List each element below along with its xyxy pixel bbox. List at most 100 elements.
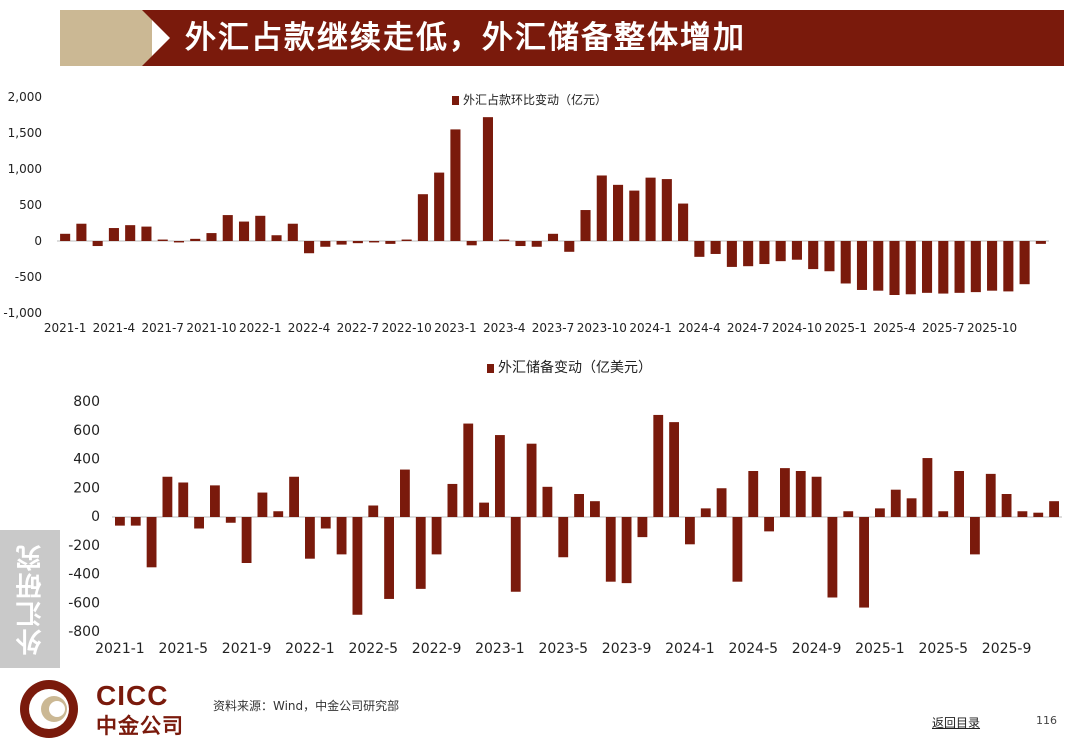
y-tick-label-2: 0 bbox=[91, 509, 100, 525]
bar-2-46 bbox=[843, 511, 854, 517]
bar-2-28 bbox=[558, 517, 569, 558]
bar-2-19 bbox=[415, 517, 426, 589]
bar-2-25 bbox=[510, 517, 521, 592]
fx-funds-chart: 外汇占款环比变动（亿元） 2,000 1,500 1,000 500 0 -500 -1,00… bbox=[3, 90, 1049, 335]
x-tick-label-1: 2023-10 bbox=[577, 321, 627, 335]
bar-2-40 bbox=[748, 471, 759, 517]
bar-1-14 bbox=[287, 223, 298, 241]
x-tick-label-1: 2024-7 bbox=[727, 321, 770, 335]
bar-2-56 bbox=[1001, 494, 1012, 517]
title-banner bbox=[142, 10, 1064, 66]
bar-1-51 bbox=[889, 241, 900, 295]
x-tick-label-2: 2022-5 bbox=[348, 641, 398, 657]
bar-2-18 bbox=[400, 469, 410, 517]
bar-2-54 bbox=[970, 517, 980, 555]
bar-2-53 bbox=[954, 471, 964, 517]
y-tick-label-2: -600 bbox=[68, 595, 100, 611]
bar-2-51 bbox=[922, 458, 933, 517]
x-tick-label-1: 2023-7 bbox=[532, 321, 575, 335]
bar-2-17 bbox=[384, 517, 394, 599]
x-tick-label-1: 2025-1 bbox=[824, 321, 867, 335]
x-tick-label-2: 2025-5 bbox=[918, 641, 968, 657]
bar-1-1 bbox=[76, 223, 87, 241]
y-tick-label-2: 600 bbox=[73, 423, 100, 439]
back-to-contents-link[interactable]: 返回目录 bbox=[932, 716, 981, 730]
bar-2-14 bbox=[336, 517, 347, 555]
y-tick-label-1: 1,500 bbox=[8, 126, 42, 140]
bar-1-45 bbox=[791, 241, 802, 260]
bar-2-3 bbox=[162, 476, 173, 517]
bar-2-20 bbox=[431, 517, 442, 555]
bar-1-22 bbox=[417, 194, 428, 241]
bar-1-29 bbox=[531, 241, 542, 247]
bar-1-6 bbox=[157, 239, 168, 241]
bar-1-43 bbox=[759, 241, 770, 265]
bar-2-50 bbox=[906, 498, 917, 517]
x-tick-label-1: 2021-10 bbox=[186, 321, 236, 335]
y-tick-label-2: -800 bbox=[68, 624, 100, 640]
y-tick-label-2: 800 bbox=[73, 394, 100, 410]
bar-1-37 bbox=[661, 179, 672, 241]
section-sidebar: 外汇研究 bbox=[0, 530, 60, 668]
bar-1-30 bbox=[547, 233, 559, 241]
page-number: 116 bbox=[1036, 714, 1057, 727]
legend-label-2: 外汇储备变动（亿美元） bbox=[498, 359, 652, 376]
bar-1-31 bbox=[564, 241, 575, 252]
bar-1-49 bbox=[856, 241, 868, 290]
y-tick-label-1: -1,000 bbox=[3, 306, 42, 320]
y-tick-label-2: 200 bbox=[73, 480, 100, 496]
x-tick-label-1: 2025-4 bbox=[873, 321, 916, 335]
bar-2-30 bbox=[590, 501, 600, 517]
bar-1-58 bbox=[1003, 241, 1014, 292]
x-tick-label-1: 2023-4 bbox=[483, 321, 526, 335]
bar-2-15 bbox=[352, 517, 363, 615]
fx-reserves-chart: 外汇储备变动（亿美元） 800 600 400 200 0 -200 -400 -600 -800… bbox=[68, 359, 1062, 657]
x-tick-label-2: 2021-9 bbox=[222, 641, 272, 657]
cicc-logo-icon bbox=[20, 680, 78, 738]
x-tick-label-2: 2024-9 bbox=[792, 641, 842, 657]
bar-2-13 bbox=[320, 517, 331, 529]
y-tick-label-2: -400 bbox=[68, 567, 100, 583]
bar-2-39 bbox=[732, 517, 743, 582]
bar-2-5 bbox=[194, 517, 204, 529]
x-tick-label-2: 2021-5 bbox=[158, 641, 208, 657]
x-tick-label-1: 2022-4 bbox=[288, 321, 331, 335]
bar-2-0 bbox=[115, 517, 125, 526]
bar-2-10 bbox=[273, 511, 284, 517]
bar-1-24 bbox=[450, 129, 461, 241]
bar-1-36 bbox=[645, 177, 656, 241]
bar-1-59 bbox=[1019, 241, 1030, 285]
bar-1-38 bbox=[678, 203, 689, 241]
bar-1-34 bbox=[613, 184, 624, 241]
bar-2-7 bbox=[225, 517, 236, 523]
bar-2-42 bbox=[780, 468, 790, 517]
bar-1-12 bbox=[255, 215, 266, 241]
bar-1-19 bbox=[369, 241, 380, 243]
bar-1-15 bbox=[304, 241, 315, 254]
bar-1-56 bbox=[970, 241, 981, 293]
legend-swatch-1 bbox=[452, 96, 459, 105]
bar-1-47 bbox=[824, 241, 835, 272]
bar-2-4 bbox=[178, 482, 189, 517]
logo-text-en: CICC bbox=[96, 680, 169, 711]
y-tick-label-1: 0 bbox=[34, 234, 42, 248]
bar-1-17 bbox=[336, 241, 347, 245]
bar-2-6 bbox=[210, 485, 220, 517]
bar-1-57 bbox=[987, 241, 998, 291]
x-tick-label-1: 2022-1 bbox=[239, 321, 282, 335]
bar-1-52 bbox=[905, 241, 916, 295]
bar-2-1 bbox=[130, 517, 141, 526]
bar-2-34 bbox=[653, 414, 664, 517]
bar-1-44 bbox=[775, 241, 786, 262]
bar-2-22 bbox=[463, 423, 474, 517]
page-title: 外汇占款继续走低，外汇储备整体增加 bbox=[185, 20, 746, 56]
bar-2-29 bbox=[574, 494, 584, 517]
bar-1-54 bbox=[938, 241, 949, 294]
bar-2-44 bbox=[811, 476, 822, 517]
bar-1-16 bbox=[320, 241, 331, 247]
bar-2-43 bbox=[795, 471, 806, 517]
bar-1-39 bbox=[694, 241, 705, 257]
x-tick-label-2: 2023-1 bbox=[475, 641, 525, 657]
x-tick-label-1: 2022-10 bbox=[382, 321, 432, 335]
bar-1-13 bbox=[271, 235, 282, 241]
